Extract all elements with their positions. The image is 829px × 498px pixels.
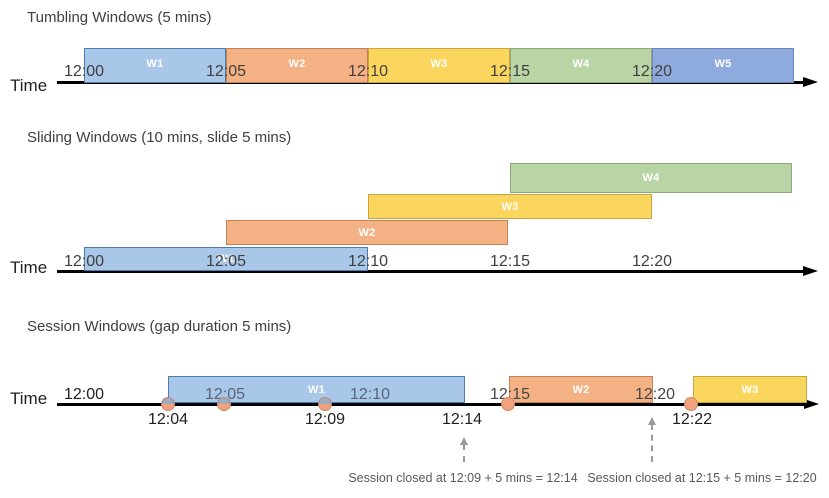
sliding-tick-label-1200: 12:00: [63, 253, 105, 270]
session-timeline: [57, 403, 804, 406]
session-window-w1: W1: [168, 376, 465, 403]
sliding-time-axis-label: Time: [10, 258, 48, 277]
session-tick-label-1200: 12:00: [63, 386, 105, 403]
session-window-w3: W3: [693, 376, 807, 403]
session-tick-label-1220: 12:20: [634, 386, 676, 403]
session-below-label-1214: 12:14: [441, 411, 483, 428]
tumbling-tick-label-1220: 12:20: [631, 63, 673, 80]
session-annotation-arrow-shaft-2: [651, 424, 653, 462]
session-window-w2: W2: [509, 376, 653, 403]
session-event-dot-4: [501, 397, 515, 411]
session-event-dot-1: [161, 397, 175, 411]
tumbling-window-label-w5: W5: [714, 57, 732, 70]
sliding-window-w1: W1: [84, 247, 368, 271]
session-window-label-w1: W1: [307, 383, 326, 396]
session-below-label-1209: 12:09: [304, 411, 346, 428]
sliding-tick-label-1215: 12:15: [489, 253, 531, 270]
sliding-tick-label-1220: 12:20: [631, 253, 673, 270]
session-tick-label-1205: 12:05: [204, 386, 246, 403]
tumbling-tick-label-1215: 12:15: [489, 63, 531, 80]
tumbling-window-w2: W2: [226, 48, 368, 83]
sliding-window-w2: W2: [226, 220, 508, 245]
tumbling-tick-label-1205: 12:05: [205, 63, 247, 80]
session-tick-label-1215: 12:15: [489, 386, 531, 403]
tumbling-window-w5: W5: [652, 48, 794, 83]
session-time-axis-label: Time: [10, 389, 48, 408]
session-event-dot-2: [217, 397, 231, 411]
tumbling-tick-label-1200: 12:00: [63, 63, 105, 80]
session-event-dot-3: [318, 397, 332, 411]
session-tick-label-1210: 12:10: [349, 386, 391, 403]
session-below-label-1204: 12:04: [147, 411, 189, 428]
session-annotation-text-2: Session closed at 12:15 + 5 mins = 12:20: [587, 471, 817, 485]
session-event-dot-5: [684, 397, 698, 411]
sliding-tick-label-1205: 12:05: [205, 253, 247, 270]
tumbling-window-label-w3: W3: [430, 57, 448, 70]
sliding-tick-label-1210: 12:10: [347, 253, 389, 270]
sliding-window-label-w3: W3: [501, 200, 519, 213]
session-timeline-arrowhead-icon: [804, 399, 819, 409]
session-window-label-w2: W2: [572, 383, 590, 396]
session-below-label-1222: 12:22: [671, 411, 713, 428]
tumbling-window-w4: W4: [510, 48, 652, 83]
tumbling-window-label-w4: W4: [572, 57, 590, 70]
tumbling-window-label-w1: W1: [146, 57, 164, 70]
session-annotation-arrow-shaft-1: [463, 444, 465, 462]
tumbling-windows-title: Tumbling Windows (5 mins): [27, 9, 212, 26]
tumbling-timeline-arrowhead-icon: [803, 77, 818, 87]
session-annotation-arrow-icon-1: [460, 437, 468, 445]
session-window-label-w3: W3: [741, 383, 759, 396]
session-windows-title: Session Windows (gap duration 5 mins): [27, 318, 292, 335]
sliding-timeline: [57, 270, 803, 273]
tumbling-time-axis-label: Time: [10, 76, 48, 95]
sliding-window-label-w4: W4: [642, 172, 660, 184]
sliding-window-w3: W3: [368, 194, 652, 219]
tumbling-window-w3: W3: [368, 48, 510, 83]
sliding-window-label-w2: W2: [358, 226, 376, 239]
tumbling-window-label-w2: W2: [288, 57, 306, 70]
tumbling-tick-label-1210: 12:10: [347, 63, 389, 80]
session-annotation-arrow-icon-2: [648, 417, 656, 425]
sliding-timeline-arrowhead-icon: [803, 266, 818, 276]
session-annotation-text-1: Session closed at 12:09 + 5 mins = 12:14: [348, 471, 578, 485]
sliding-windows-title: Sliding Windows (10 mins, slide 5 mins): [27, 129, 292, 146]
sliding-window-label-w1: W1: [217, 253, 235, 265]
sliding-window-w4: W4: [510, 163, 792, 193]
tumbling-window-w1: W1: [84, 48, 226, 83]
